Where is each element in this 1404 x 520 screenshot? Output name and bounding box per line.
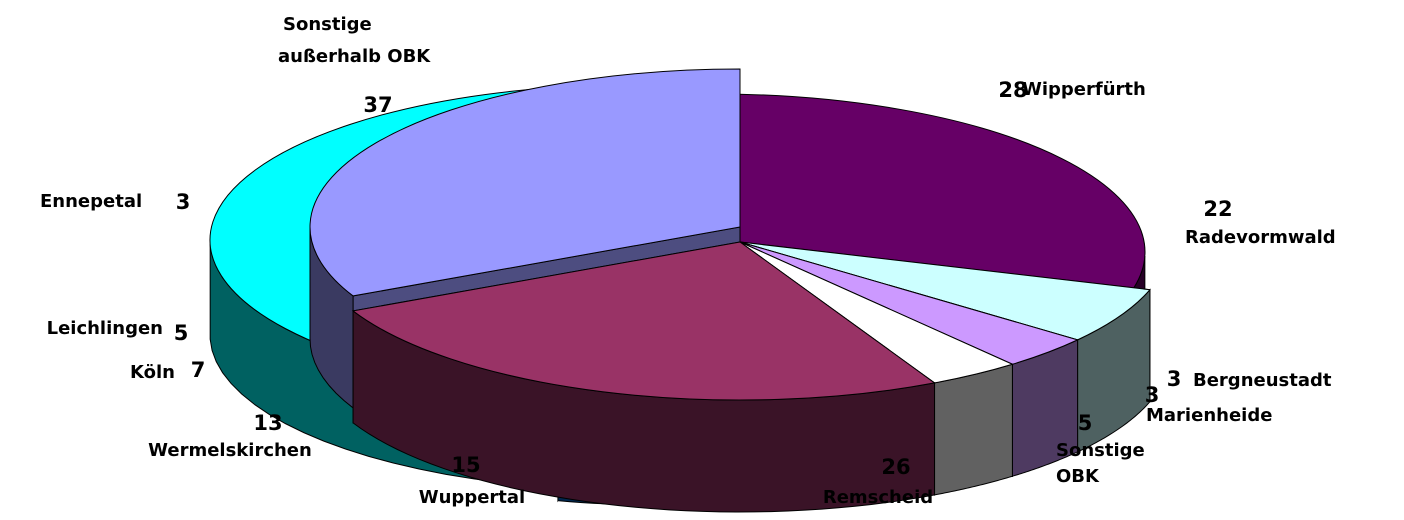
- category-label-leichlingen: Leichlingen: [47, 318, 163, 339]
- category-label-wuppertal: Wuppertal: [419, 487, 525, 508]
- category-label-sonstige-obk: Sonstige: [1056, 440, 1145, 461]
- category-label-ennepetal: Ennepetal: [40, 191, 142, 212]
- data-label-wipperfürth: 28: [998, 78, 1027, 102]
- data-label-leichlingen: 5: [174, 321, 189, 345]
- category-label-sonstige-außerhalb-obk: Sonstige: [283, 14, 372, 35]
- data-label-sonstige-obk: 5: [1078, 411, 1093, 435]
- category-label-wipperfürth: Wipperfürth: [1022, 79, 1146, 100]
- data-label-wuppertal: 15: [451, 453, 480, 477]
- data-label-köln: 7: [191, 358, 206, 382]
- data-label-bergneustadt: 3: [1167, 367, 1182, 391]
- slice-outer-wall: [934, 363, 1013, 496]
- category-label-bergneustadt: Bergneustadt: [1193, 370, 1332, 391]
- slice-top-face: [351, 241, 936, 401]
- data-label-sonstige-außerhalb-obk: 37: [363, 93, 392, 117]
- category-label-remscheid: Remscheid: [823, 487, 933, 508]
- data-label-wermelskirchen: 13: [253, 411, 282, 435]
- category-label-wermelskirchen: Wermelskirchen: [148, 440, 312, 461]
- data-label-remscheid: 26: [881, 455, 910, 479]
- category-label-marienheide: Marienheide: [1146, 405, 1272, 426]
- slice-top-face: [739, 241, 1151, 341]
- slice-top-face: [309, 68, 741, 297]
- category-label-sonstige-außerhalb-obk: außerhalb OBK: [278, 46, 431, 67]
- pie-slice-radevormwald: [351, 241, 936, 513]
- category-label-sonstige-obk: OBK: [1056, 466, 1100, 487]
- data-label-marienheide: 3: [1145, 383, 1160, 407]
- category-label-radevormwald: Radevormwald: [1185, 227, 1336, 248]
- data-label-ennepetal: 3: [176, 190, 191, 214]
- category-label-köln: Köln: [130, 362, 175, 383]
- pie-chart-right: [309, 68, 1151, 513]
- slice-top-face: [714, 93, 1146, 301]
- data-label-radevormwald: 22: [1203, 197, 1232, 221]
